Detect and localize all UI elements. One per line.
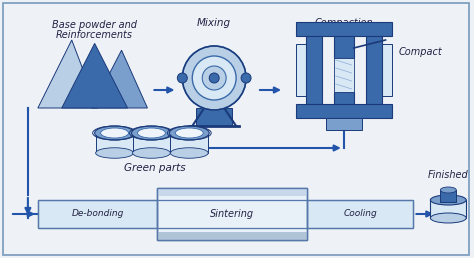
Bar [296, 22, 392, 36]
Ellipse shape [95, 126, 135, 140]
Bar [378, 44, 392, 96]
Text: Finished: Finished [428, 170, 469, 180]
Ellipse shape [137, 128, 165, 138]
Ellipse shape [100, 128, 128, 138]
Circle shape [182, 46, 246, 110]
Ellipse shape [169, 126, 209, 140]
Text: Mixing: Mixing [197, 18, 231, 28]
Bar [38, 202, 413, 226]
Bar [38, 200, 413, 228]
Polygon shape [38, 40, 98, 108]
Bar [430, 200, 466, 218]
Bar [365, 36, 382, 104]
Circle shape [177, 73, 187, 83]
Bar [196, 108, 232, 126]
Bar [170, 133, 208, 153]
Bar [157, 188, 307, 240]
Text: De-bonding: De-bonding [72, 209, 124, 219]
Bar [133, 133, 170, 153]
Ellipse shape [133, 148, 170, 158]
Circle shape [192, 56, 236, 100]
Bar [334, 92, 354, 106]
Bar [96, 133, 134, 153]
Ellipse shape [440, 187, 456, 193]
Ellipse shape [96, 148, 134, 158]
Ellipse shape [175, 128, 203, 138]
Bar [157, 232, 307, 240]
Circle shape [209, 73, 219, 83]
Polygon shape [62, 43, 128, 108]
Ellipse shape [131, 126, 172, 140]
Text: Sintering: Sintering [210, 209, 254, 219]
Text: Reinforcements: Reinforcements [56, 30, 133, 40]
Ellipse shape [170, 148, 208, 158]
Ellipse shape [430, 195, 466, 205]
Bar [334, 36, 354, 58]
Bar [38, 200, 413, 228]
Circle shape [241, 73, 251, 83]
Text: Green parts: Green parts [124, 163, 185, 173]
Text: Cooling: Cooling [343, 209, 377, 219]
Bar [440, 190, 456, 202]
Circle shape [202, 66, 226, 90]
Text: Base powder and: Base powder and [52, 20, 137, 30]
Text: Compaction: Compaction [314, 18, 373, 28]
Polygon shape [91, 50, 147, 108]
Text: Compact: Compact [399, 47, 442, 57]
Bar [157, 188, 307, 240]
Bar [157, 188, 307, 196]
Bar [334, 58, 354, 92]
Ellipse shape [430, 213, 466, 223]
Bar [326, 118, 362, 130]
Bar [296, 104, 392, 118]
Bar [296, 44, 310, 96]
Bar [306, 36, 322, 104]
